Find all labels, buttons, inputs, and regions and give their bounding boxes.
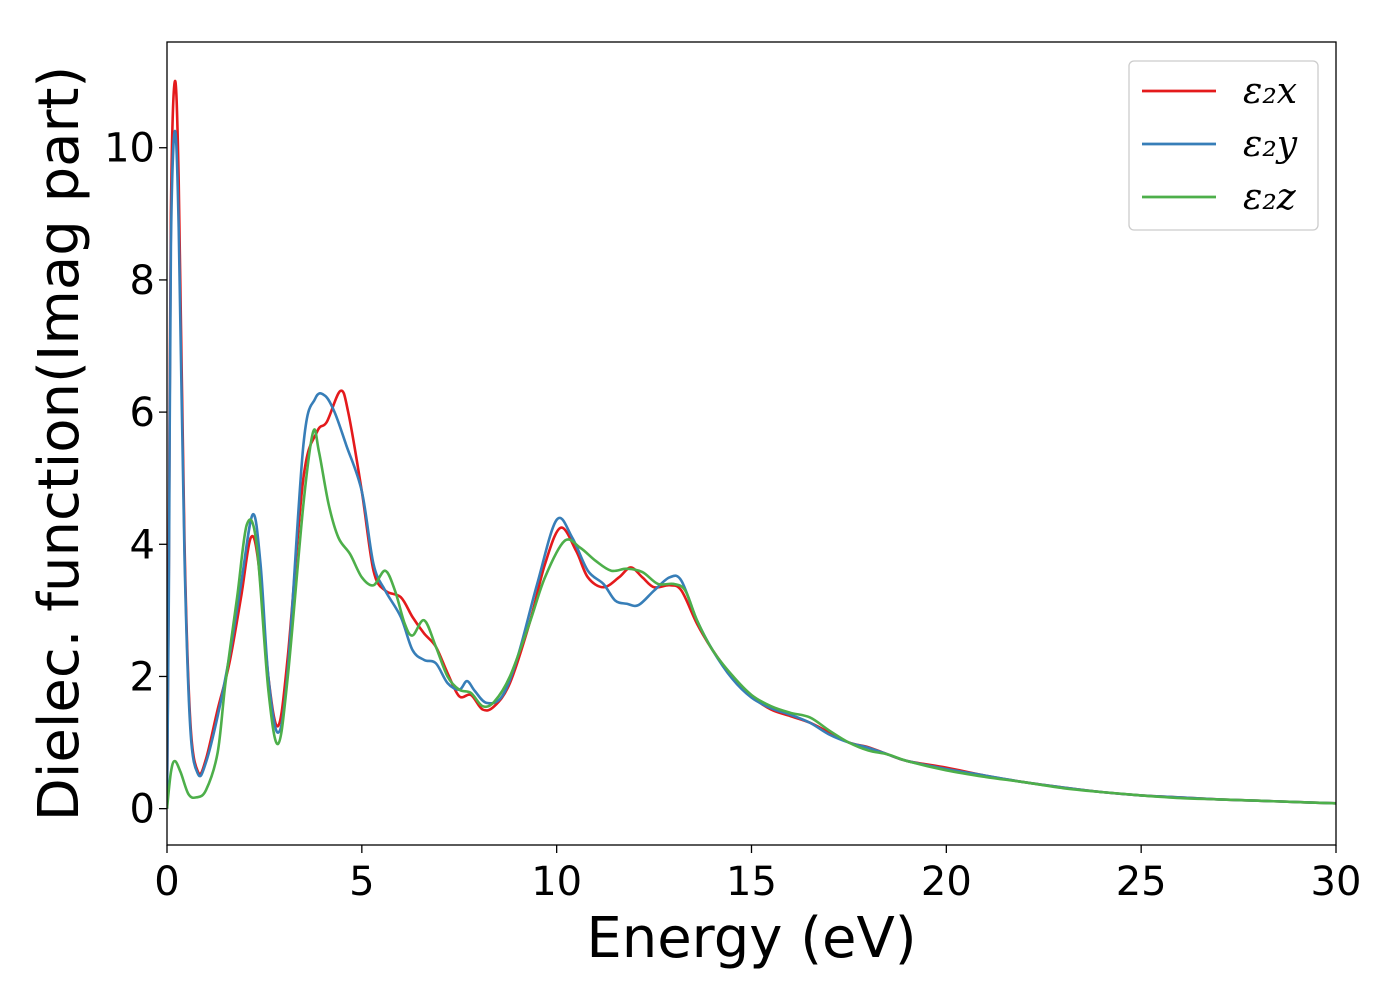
series-line-1: [167, 129, 1336, 809]
x-axis-title: Energy (eV): [586, 906, 916, 971]
x-tick-label: 30: [1311, 859, 1362, 905]
x-tick-label: 10: [531, 859, 582, 905]
legend-label-0: ε₂x: [1243, 71, 1297, 112]
x-tick-label: 25: [1116, 859, 1167, 905]
y-tick-label: 10: [104, 126, 155, 172]
y-tick-label: 0: [130, 787, 155, 833]
legend-box: [1128, 60, 1319, 231]
legend-label-2: ε₂z: [1243, 177, 1297, 218]
legend-label-1: ε₂y: [1243, 124, 1298, 165]
y-axis-title: Dielec. function(Imag part): [27, 66, 92, 822]
y-tick-label: 6: [130, 390, 155, 436]
legend: ε₂x ε₂y ε₂z: [1128, 60, 1319, 231]
y-tick-label: 4: [130, 522, 155, 568]
x-tick-label: 5: [349, 859, 374, 905]
ticks-layer: 0 5 10 15 20 25 30 0 2 4 6 8 10: [104, 126, 1361, 905]
x-tick-label: 0: [154, 859, 179, 905]
y-tick-label: 8: [130, 258, 155, 304]
series-line-2: [167, 428, 1336, 809]
series-layer: [167, 79, 1336, 809]
x-tick-label: 20: [921, 859, 972, 905]
x-tick-label: 15: [726, 859, 777, 905]
y-tick-label: 2: [130, 654, 155, 700]
